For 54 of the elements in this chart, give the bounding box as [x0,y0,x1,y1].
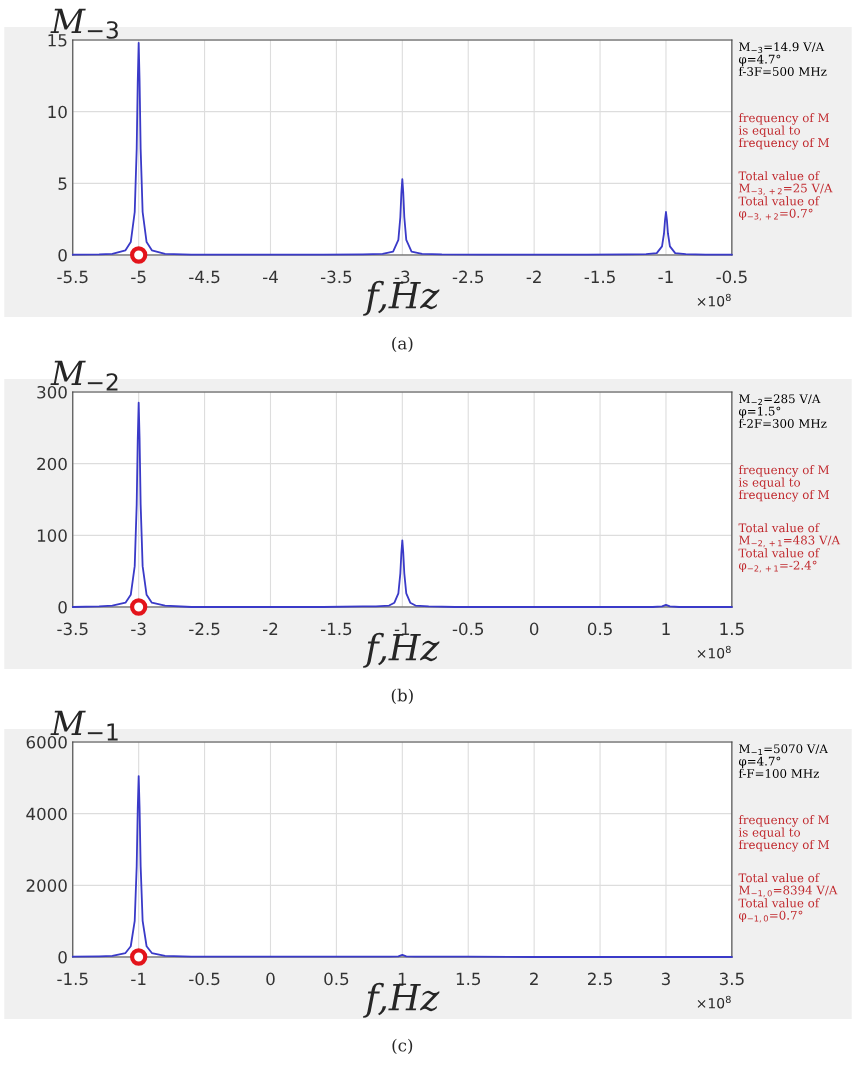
x-tick-label: 0 [266,972,275,986]
x-tick-label: 0.5 [324,972,349,986]
text: frequency of M is equal to frequency of M [738,815,829,852]
text: Total value of M$_{−3,+2}$=25 V/A Total value of φ$_{−3,+2}$=0.7° [738,171,833,221]
x-tick-label: -0.5 [452,622,484,636]
x-tick-label: -0.5 [716,270,747,284]
text: ×10$^{8}$ [697,645,731,659]
x-tick-label: -1.5 [320,622,352,636]
x-tick-label: -0.5 [189,972,220,986]
y-tick-label: 5 [58,177,67,190]
x-tick-label: -4 [263,270,278,283]
y-tick-label: 0 [58,950,67,964]
x-tick-label: 3.5 [719,972,744,986]
text: M$_{−3}$=14.9 V/A φ=4.7° f-3F=500 MHz [738,42,827,76]
x-tick-label: -3.5 [320,270,352,284]
y-tick-label: 10 [48,105,67,119]
y-tick-label: 0 [58,248,67,262]
y-tick-label: 200 [37,457,67,471]
x-tick-label: 2.5 [588,972,612,986]
text: ×10$^{8}$ [697,995,731,1009]
x-tick-label: -4.5 [189,270,220,284]
y-tick-label: 2000 [26,879,67,892]
text: Total value of M$_{−1,0}$=8394 V/A Total value of φ$_{−1,0}$=0.7° [738,873,838,923]
x-tick-label: -3 [131,622,146,636]
x-tick-label: -1.5 [584,270,615,284]
x-tick-label: -2 [526,270,541,283]
x-tick-label: -1.5 [57,972,88,986]
x-tick-label: 2 [530,972,538,985]
x-tick-label: 0 [529,622,539,636]
x-tick-label: 1.5 [720,622,744,636]
text: frequency of M is equal to frequency of M [738,465,829,502]
x-tick-label: -2.5 [189,622,220,636]
x-tick-label: -3.5 [57,622,88,636]
y-tick-label: 100 [37,529,67,542]
x-tick-label: -1 [131,972,146,985]
text: ×10$^{8}$ [697,293,731,307]
text: (a) [392,336,413,352]
text: M$_{−1}$=5070 V/A φ=4.7° f-F=100 MHz [738,744,829,778]
x-tick-label: -2.5 [452,270,484,284]
x-tick-label: 0.5 [587,622,612,636]
x-tick-label: -2 [263,622,278,635]
text: frequency of M is equal to frequency of M [738,113,829,150]
x-tick-label: 1 [662,622,670,635]
text: (c) [392,1038,413,1054]
text: (b) [391,688,413,704]
x-tick-label: -1 [658,270,673,283]
x-tick-label: -5.5 [57,270,88,284]
text: M$_{−2}$=285 V/A φ=1.5° f-2F=300 MHz [738,394,827,428]
x-tick-label: 3 [661,972,670,986]
x-tick-label: 1.5 [456,972,481,986]
text: Total value of M$_{−2,+1}$=483 V/A Total value of φ$_{−2,+1}$=-2.4° [738,523,841,573]
y-tick-label: 4000 [26,807,67,821]
y-tick-label: 0 [58,600,67,614]
x-tick-label: -5 [131,270,146,284]
